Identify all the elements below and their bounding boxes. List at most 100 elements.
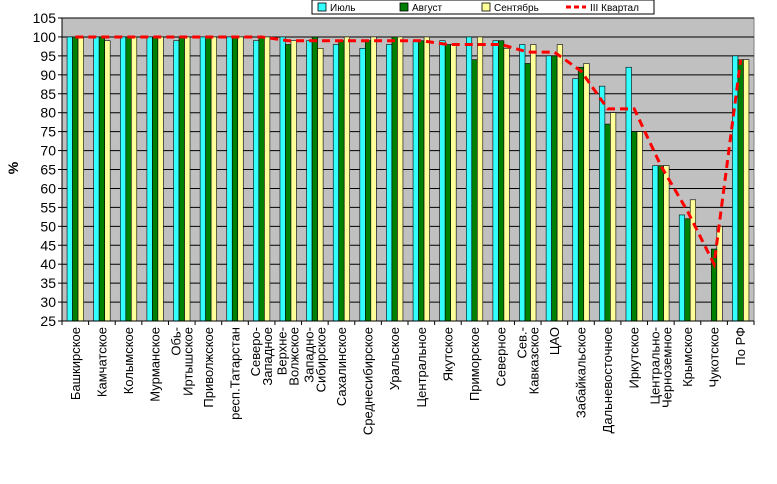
bar	[72, 36, 79, 322]
x-tick-label: Черноземное	[659, 327, 674, 408]
y-tick-labels: 25 30 35 40 45 50 55 60 65 70 75 80 85 90 95 100 105	[33, 10, 57, 329]
bar	[498, 40, 505, 322]
x-tick-label: Верхне-	[275, 327, 290, 375]
bar	[412, 40, 419, 322]
bar	[492, 40, 499, 322]
bar	[418, 40, 425, 322]
x-tick-label: Кавказское	[526, 327, 541, 394]
x-tick-label: Обь-	[168, 327, 183, 356]
bar	[130, 36, 138, 322]
y-tick-label: 85	[40, 86, 56, 102]
bar	[119, 36, 127, 322]
bar	[125, 36, 132, 322]
x-tick-label: Сибирское	[313, 327, 328, 392]
bar	[104, 40, 111, 322]
bar	[210, 36, 217, 322]
x-tick-label: Приволжское	[201, 327, 216, 408]
bar	[386, 44, 393, 322]
bar	[631, 131, 638, 322]
bar	[311, 36, 318, 322]
x-tick-label: Крымское	[680, 327, 695, 387]
bar	[583, 63, 590, 322]
y-tick-label: 35	[40, 275, 56, 291]
bar	[391, 36, 398, 322]
bar	[519, 44, 526, 322]
y-tick-label: 90	[40, 67, 56, 83]
bar	[652, 165, 659, 322]
bar	[465, 36, 473, 322]
y-tick-label: 30	[40, 294, 56, 310]
y-tick-label: 25	[40, 313, 56, 329]
bar	[476, 36, 484, 322]
bar	[157, 36, 164, 322]
x-tick-labels: Башкирское Камчатское Колымское Мурманское О…	[68, 327, 748, 435]
y-tick-label: 55	[40, 199, 56, 215]
bar	[625, 66, 632, 322]
x-tick-label: Среднесибирское	[361, 327, 376, 435]
bar	[237, 36, 244, 322]
bars	[66, 36, 750, 322]
x-tick-label: Северное	[494, 327, 509, 386]
x-tick-label: Северо-	[248, 327, 263, 376]
x-tick-label: Иркутское	[627, 327, 642, 389]
x-tick-label: Приморское	[467, 327, 482, 401]
legend: Июль Август Сентябрь III Квартал	[311, 0, 655, 15]
bar	[146, 36, 153, 322]
bar	[684, 218, 691, 322]
bar	[370, 36, 377, 322]
bar	[332, 44, 340, 322]
x-tick-label: Западное	[260, 327, 275, 386]
y-tick-label: 60	[40, 180, 56, 196]
quarter-line	[75, 35, 743, 270]
bar	[397, 36, 404, 322]
x-tick-label: респ.Татарстан	[228, 327, 243, 420]
line-series	[75, 35, 743, 270]
legend-swatch	[317, 2, 327, 12]
y-tick-label: 105	[33, 10, 57, 26]
y-tick-label: 65	[40, 162, 56, 178]
axes	[58, 17, 755, 325]
bar	[577, 66, 585, 322]
bar	[663, 165, 670, 322]
bar	[231, 36, 239, 322]
x-tick-label: Уральское	[387, 327, 402, 390]
x-tick-label: Чукотское	[707, 327, 722, 388]
y-tick-label: 50	[40, 218, 56, 234]
x-tick-label: Дальневосточное	[600, 327, 615, 433]
y-tick-label: 45	[40, 237, 56, 253]
bar	[678, 214, 686, 322]
bar	[184, 36, 191, 322]
y-tick-label: 70	[40, 143, 56, 159]
bar	[77, 36, 84, 322]
y-axis-title: %	[5, 161, 21, 174]
bar	[657, 165, 664, 322]
legend-swatch	[399, 2, 409, 12]
legend-swatch	[481, 2, 491, 12]
bar	[285, 44, 292, 322]
x-tick-label: Центрально-	[647, 327, 662, 405]
bar	[173, 40, 180, 322]
bar	[556, 44, 563, 322]
bar	[199, 36, 206, 322]
bar	[66, 36, 73, 322]
bar	[338, 40, 345, 322]
bar	[599, 85, 606, 322]
x-tick-label: Сев.-	[514, 327, 529, 358]
x-tick-label: Забайкальское	[574, 327, 589, 418]
bar	[572, 78, 579, 322]
x-tick-label: Якутское	[440, 327, 455, 381]
bar	[152, 36, 159, 322]
bar	[306, 40, 313, 322]
x-tick-label: Колымское	[121, 327, 136, 394]
bar	[604, 123, 611, 322]
x-tick-label: Башкирское	[68, 327, 83, 400]
legend-label: Август	[412, 3, 443, 14]
y-tick-label: 40	[40, 256, 56, 272]
legend-label: Сентябрь	[494, 2, 539, 14]
bar	[444, 44, 451, 322]
bar	[610, 112, 617, 322]
bar	[439, 40, 446, 322]
bar	[423, 36, 430, 322]
y-tick-label: 75	[40, 124, 56, 140]
